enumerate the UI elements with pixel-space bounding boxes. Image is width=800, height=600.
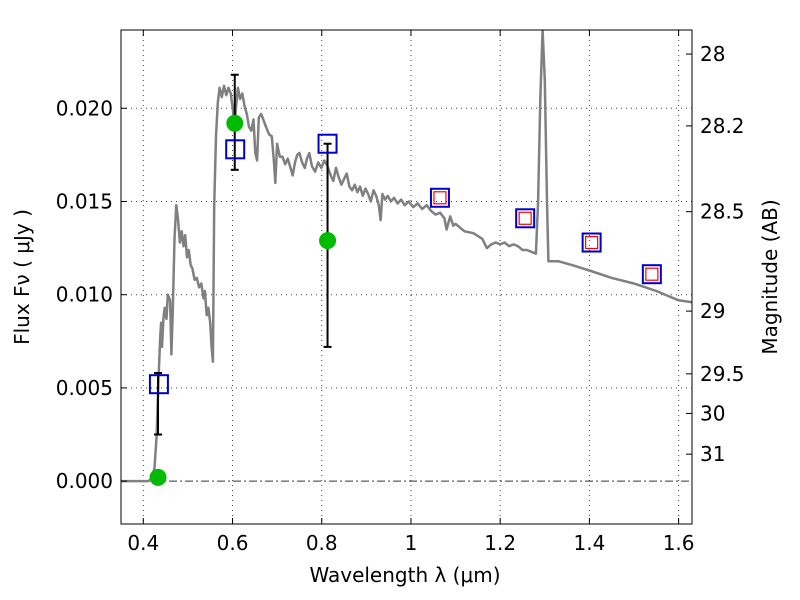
y-axis-title: Flux Fν ( μJy ): [10, 209, 34, 345]
y-tick-label: 0.000: [56, 469, 113, 493]
x-tick-label: 1: [405, 531, 418, 555]
observed-flux-point: [226, 114, 244, 132]
magnitude-tick-label: 31: [700, 442, 725, 466]
observed-flux-point: [149, 468, 167, 486]
nir-flux-box: [585, 235, 599, 250]
model-flux-boxes: [148, 133, 662, 395]
model-flux-box: [148, 374, 169, 395]
magnitude-tick-label: 30: [700, 401, 725, 425]
y-tick-label: 0.020: [56, 96, 113, 120]
x-tick-label: 0.6: [217, 531, 249, 555]
nir-flux-box: [645, 267, 659, 281]
x-axis-title: Wavelength λ (μm): [309, 563, 500, 587]
x-tick-label: 0.8: [306, 531, 338, 555]
magnitude-tick-label: 29.5: [700, 362, 745, 386]
magnitude-axis-title: Magnitude (AB): [758, 199, 782, 354]
nir-flux-box: [433, 191, 447, 205]
nir-flux-box: [518, 211, 532, 225]
magnitude-tick-label: 28.5: [700, 200, 745, 224]
model-flux-box: [641, 264, 662, 285]
model-flux-box: [317, 133, 338, 154]
magnitude-axis-ticks: 28 28.2 28.5 29 29.5 30 31: [686, 42, 745, 466]
grid-lines: [121, 30, 692, 524]
observed-flux-points: [149, 114, 337, 486]
y-tick-label: 0.010: [56, 283, 113, 307]
model-flux-box: [515, 208, 536, 229]
magnitude-tick-label: 28: [700, 42, 725, 66]
y-tick-label: 0.015: [56, 190, 113, 214]
observed-flux-point: [319, 232, 337, 250]
model-flux-box: [429, 187, 450, 208]
magnitude-tick-label: 29: [700, 299, 725, 323]
x-tick-label: 1.4: [573, 531, 605, 555]
plot-frame: [120, 29, 693, 525]
magnitude-tick-label: 28.2: [700, 114, 745, 138]
sed-model-line: [121, 30, 692, 483]
model-flux-box: [225, 139, 246, 160]
y-axis-ticks: 0.000 0.005 0.010 0.015 0.020: [56, 96, 127, 493]
x-tick-label: 1.2: [484, 531, 516, 555]
x-tick-label: 0.4: [127, 531, 159, 555]
sed-model-curve: [121, 30, 692, 483]
x-axis-ticks: 0.4 0.6 0.8 1 1.2 1.4 1.6: [127, 30, 695, 555]
x-tick-label: 1.6: [663, 531, 695, 555]
y-tick-label: 0.005: [56, 376, 113, 400]
nir-flux-boxes: [433, 191, 659, 281]
model-flux-box: [581, 232, 602, 253]
